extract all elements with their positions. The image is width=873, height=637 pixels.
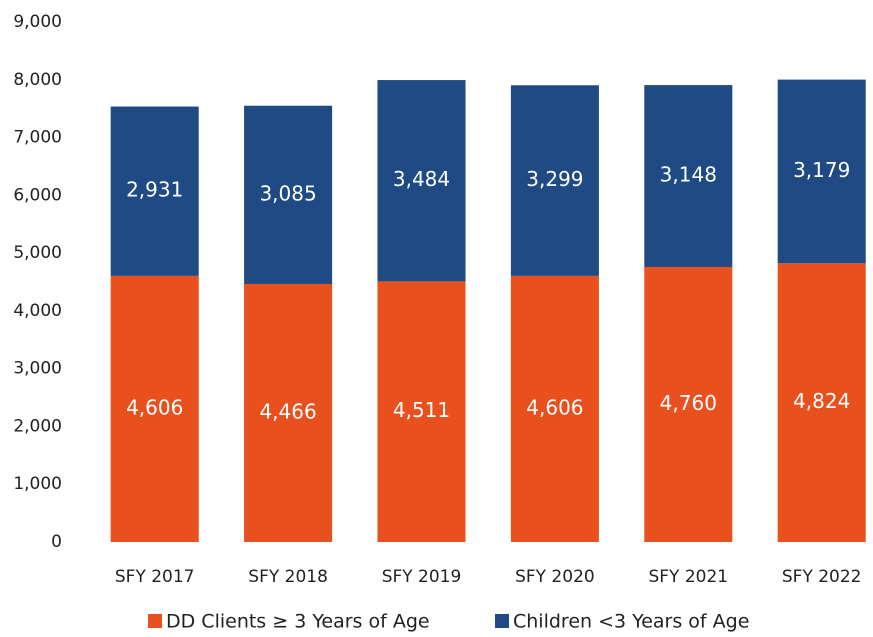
x-tick-label: SFY 2021 xyxy=(648,567,728,587)
value-label: 4,606 xyxy=(526,395,583,419)
value-label: 2,931 xyxy=(126,178,183,202)
legend-label: Children <3 Years of Age xyxy=(513,611,749,633)
y-tick-label: 9,000 xyxy=(13,12,62,32)
value-label: 4,511 xyxy=(393,398,450,422)
bar-segment xyxy=(110,275,199,542)
y-tick-label: 7,000 xyxy=(13,128,62,148)
bar-segment xyxy=(377,80,466,282)
x-tick-label: SFY 2018 xyxy=(248,567,328,587)
legend-swatch xyxy=(148,614,162,628)
x-tick-label: SFY 2019 xyxy=(382,567,462,587)
legend-label: DD Clients ≥ 3 Years of Age xyxy=(166,611,430,633)
y-tick-label: 5,000 xyxy=(13,243,62,263)
bar-segment xyxy=(510,85,599,276)
bar-segment xyxy=(777,263,866,542)
bar-segment xyxy=(510,275,599,542)
y-tick-label: 3,000 xyxy=(13,359,62,379)
value-label: 3,484 xyxy=(393,167,450,191)
bar-segment xyxy=(377,281,466,542)
bar-segment xyxy=(644,85,733,267)
x-tick-label: SFY 2017 xyxy=(115,567,195,587)
value-label: 3,299 xyxy=(526,167,583,191)
x-tick-label: SFY 2022 xyxy=(782,567,862,587)
bar-segment xyxy=(244,283,333,542)
bar-segment xyxy=(110,106,199,276)
bar-segment xyxy=(777,79,866,264)
y-tick-label: 4,000 xyxy=(13,301,62,321)
y-tick-label: 0 xyxy=(51,532,62,552)
y-tick-label: 6,000 xyxy=(13,185,62,205)
value-label: 3,179 xyxy=(793,158,850,182)
value-label: 3,148 xyxy=(660,163,717,187)
bar-segment xyxy=(244,105,333,284)
value-label: 4,606 xyxy=(126,395,183,419)
value-label: 4,760 xyxy=(660,391,717,415)
legend-swatch xyxy=(495,614,509,628)
value-label: 4,466 xyxy=(259,399,316,423)
y-tick-label: 2,000 xyxy=(13,416,62,436)
x-tick-label: SFY 2020 xyxy=(515,567,595,587)
value-label: 3,085 xyxy=(259,181,316,205)
y-tick-label: 1,000 xyxy=(13,474,62,494)
y-tick-label: 8,000 xyxy=(13,70,62,90)
value-label: 4,824 xyxy=(793,389,850,413)
bar-segment xyxy=(644,266,733,542)
